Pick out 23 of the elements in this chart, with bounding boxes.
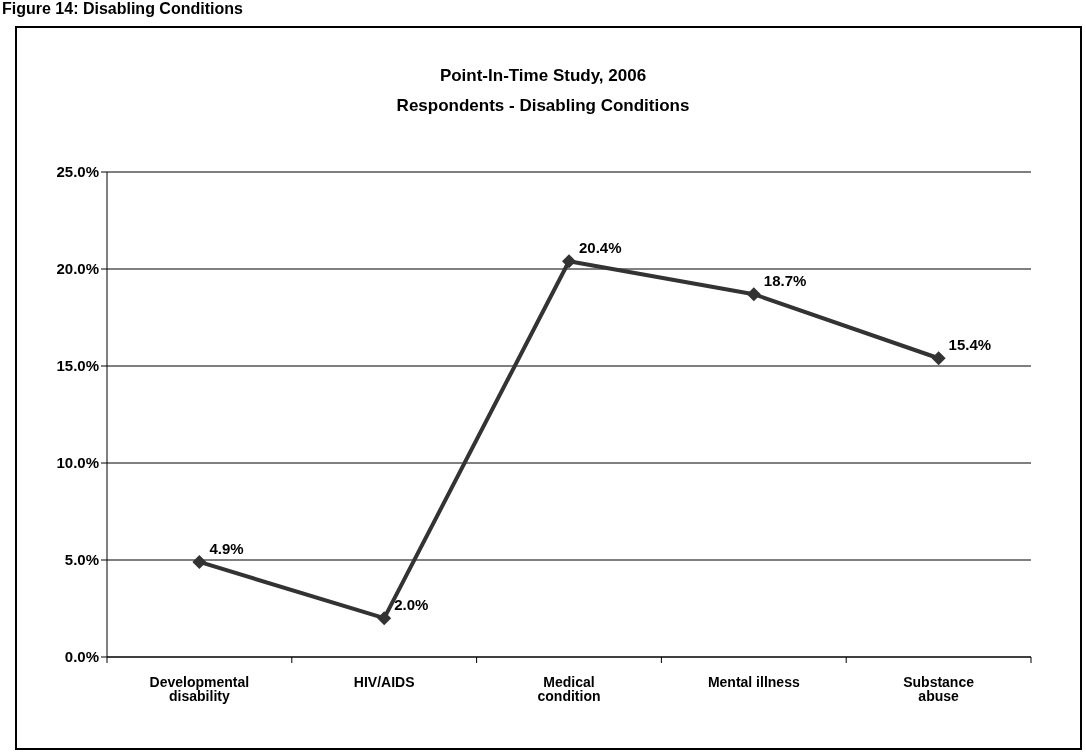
chart-title: Point-In-Time Study, 2006 Respondents - Disabling Conditions bbox=[395, 66, 691, 116]
x-tick-label: Substance abuse bbox=[903, 673, 975, 704]
y-tick-label: 0.0% bbox=[64, 648, 99, 666]
caption: Figure 14: Disabling Conditions bbox=[2, 0, 243, 18]
y-tick-label: 5.0% bbox=[64, 551, 99, 569]
y-tick-label: 20.0% bbox=[56, 260, 99, 278]
data-label: 4.9% bbox=[209, 539, 244, 557]
x-tick-label: Mental illness bbox=[707, 673, 800, 690]
point bbox=[931, 351, 946, 366]
data-label: 15.4% bbox=[948, 336, 992, 354]
point bbox=[562, 254, 576, 269]
x-tick-label: Developmental disability bbox=[149, 673, 250, 704]
point bbox=[377, 611, 392, 626]
point bbox=[746, 287, 761, 302]
data-label: 20.4% bbox=[579, 239, 622, 257]
y-tick-label: 10.0% bbox=[56, 454, 99, 472]
data-label: 18.7% bbox=[763, 272, 807, 290]
y-tick-label: 15.0% bbox=[56, 357, 99, 375]
y-tick-label: 25.0% bbox=[56, 163, 99, 181]
data-label: 2.0% bbox=[394, 596, 429, 614]
x-tick-label: Medical condition bbox=[537, 673, 601, 704]
point bbox=[192, 554, 207, 569]
x-tick-label: HIV/AIDS bbox=[353, 673, 415, 690]
